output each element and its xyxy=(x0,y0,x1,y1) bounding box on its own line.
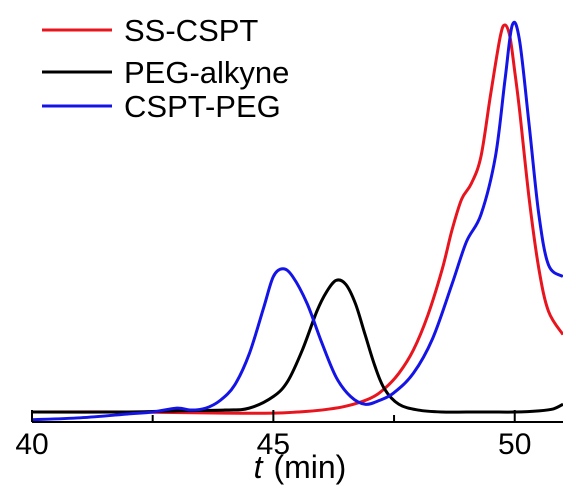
x-axis-label-unit: (min) xyxy=(273,449,346,485)
x-tick-label: 45 xyxy=(257,428,290,461)
series-layer xyxy=(31,20,563,422)
series-line-peg-alkyne xyxy=(31,278,563,414)
series-line-ss-cspt xyxy=(31,23,563,415)
x-axis-label: t (min) xyxy=(254,449,347,485)
series-line-cspt-peg xyxy=(31,20,563,422)
legend-label: SS-CSPT xyxy=(124,13,258,48)
x-axis-label-variable: t xyxy=(254,449,264,485)
x-tick-label: 40 xyxy=(15,428,48,461)
legend-label: PEG-alkyne xyxy=(124,55,289,90)
x-tick-label: 50 xyxy=(498,428,531,461)
legend-label: CSPT-PEG xyxy=(124,89,281,124)
x-ticks: 40 45 50 xyxy=(15,410,531,461)
